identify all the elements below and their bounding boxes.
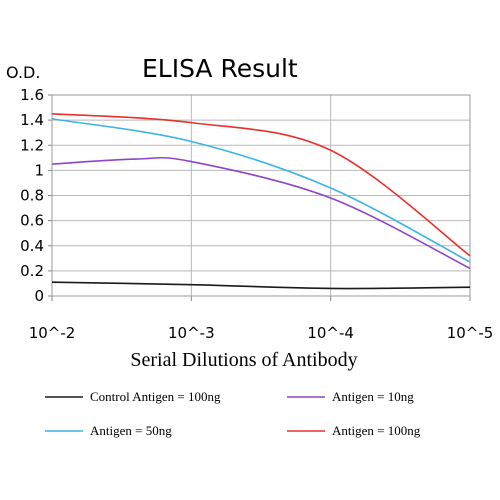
- series-line-1: [51, 156, 471, 270]
- series-line-0: [51, 281, 471, 290]
- x-tick-label: 10^-3: [168, 324, 215, 342]
- x-tick-label: 10^-2: [29, 324, 76, 342]
- x-axis-label: Serial Dilutions of Antibody: [130, 349, 357, 371]
- chart-title: ELISA Result: [142, 54, 298, 83]
- y-tick-label: 0.2: [20, 262, 44, 280]
- series-line-2: [51, 118, 471, 263]
- y-tick-label: 0.4: [20, 237, 44, 255]
- legend-label-2: Antigen = 50ng: [90, 423, 172, 438]
- x-tick-label: 10^-4: [307, 324, 354, 342]
- y-tick-label: 0.8: [20, 187, 44, 205]
- y-tick-label: 1.4: [20, 111, 44, 129]
- y-tick-label: 1: [34, 161, 44, 179]
- legend-label-0: Control Antigen = 100ng: [90, 389, 221, 404]
- plot-border: [51, 94, 471, 297]
- y-tick-label: 0: [34, 287, 44, 305]
- legend: Control Antigen = 100ng Antigen = 10ng Ant…: [45, 389, 421, 438]
- x-tick-label: 10^-5: [447, 324, 494, 342]
- y-tick-label: 0.6: [20, 212, 44, 230]
- y-tick-label: 1.6: [20, 86, 44, 104]
- legend-label-1: Antigen = 10ng: [332, 389, 414, 404]
- y-axis-label: O.D.: [6, 63, 40, 82]
- plot-area: 0 0.2 0.4 0.6 0.8 1 1.2 1.4 1.6 10^-2 10^-3 10^-4 10…: [20, 86, 493, 342]
- legend-label-3: Antigen = 100ng: [332, 423, 421, 438]
- series-line-3: [51, 113, 471, 257]
- y-tick-label: 1.2: [20, 136, 44, 154]
